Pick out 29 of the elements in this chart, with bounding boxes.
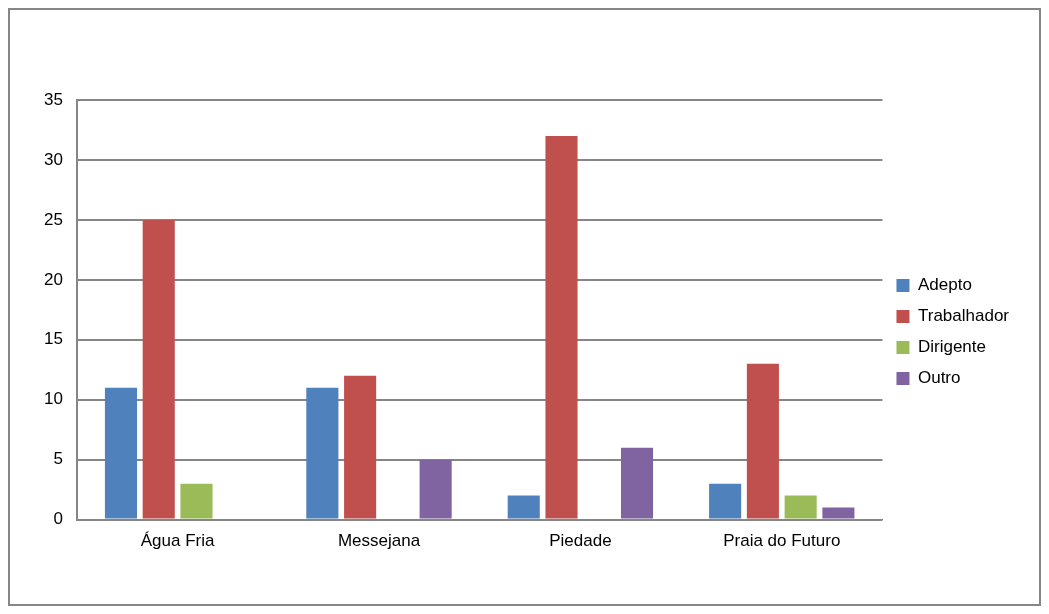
y-tick-label: 20 xyxy=(43,269,63,289)
y-tick-label: 30 xyxy=(43,149,63,169)
x-tick-label: Praia do Futuro xyxy=(723,531,841,551)
bar xyxy=(746,363,779,519)
y-tick-label: 10 xyxy=(43,389,63,409)
legend-label: Outro xyxy=(917,368,961,388)
legend-label: Dirigente xyxy=(917,337,987,357)
y-tick-label: 15 xyxy=(43,329,63,349)
legend-label: Adepto xyxy=(917,275,972,295)
bar xyxy=(142,219,175,519)
bar xyxy=(784,495,817,519)
x-tick-label: Piedade xyxy=(549,531,612,551)
bar xyxy=(507,495,540,519)
y-tick-label: 5 xyxy=(53,449,63,469)
legend-label: Trabalhador xyxy=(917,306,1010,326)
bar xyxy=(620,447,654,519)
bar xyxy=(545,135,578,519)
bar xyxy=(306,387,339,519)
x-tick-label: Messejana xyxy=(337,531,421,551)
x-tick-label: Água Fria xyxy=(140,531,215,551)
bar xyxy=(419,459,452,519)
y-tick-label: 35 xyxy=(43,89,63,109)
y-tick-label: 0 xyxy=(53,509,63,529)
bar xyxy=(822,507,855,519)
bar xyxy=(180,483,213,519)
y-tick-label: 25 xyxy=(43,209,63,229)
bar xyxy=(344,375,377,519)
bar xyxy=(709,483,742,519)
bar xyxy=(104,387,138,519)
